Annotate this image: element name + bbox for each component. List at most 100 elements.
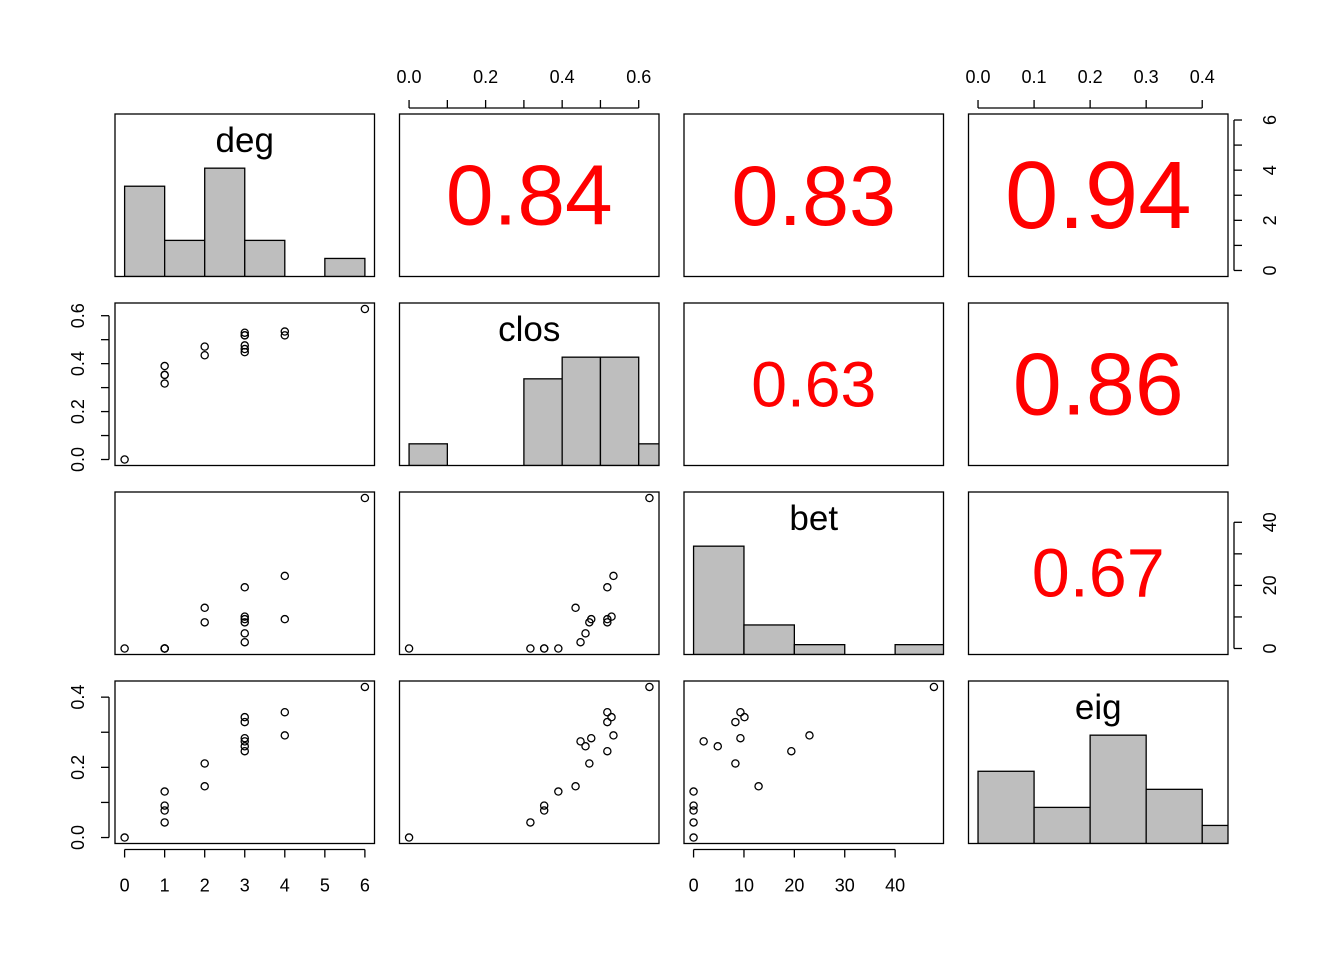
tick-label: 0.0 <box>68 447 88 472</box>
panel-frame <box>398 491 660 656</box>
point <box>240 331 249 340</box>
point <box>200 350 209 360</box>
correlation: 0.94 <box>1005 142 1192 249</box>
tick-label: 2 <box>1260 215 1280 225</box>
panel-frame <box>114 680 376 845</box>
point <box>689 806 698 815</box>
point <box>404 833 414 842</box>
point <box>240 717 249 727</box>
correlation: 0.63 <box>751 348 876 420</box>
point <box>280 331 290 340</box>
point <box>280 707 290 717</box>
tick-label: 0.2 <box>68 399 88 424</box>
point <box>585 759 594 768</box>
point <box>200 782 209 791</box>
point <box>120 644 129 653</box>
histogram-bar <box>599 356 640 466</box>
tick-label: 6 <box>360 876 370 896</box>
tick-label: 20 <box>1260 575 1280 595</box>
point <box>609 731 618 740</box>
panel <box>408 356 659 466</box>
point <box>160 644 169 653</box>
point <box>736 707 745 717</box>
tick-label: 0.0 <box>68 825 88 850</box>
point <box>280 571 290 581</box>
point <box>929 682 939 692</box>
point <box>713 742 723 751</box>
point <box>240 712 249 722</box>
panel <box>120 493 370 653</box>
point <box>731 759 740 768</box>
histogram-bar <box>692 545 745 655</box>
point <box>160 370 169 380</box>
point <box>689 801 698 810</box>
point <box>571 603 580 613</box>
histogram-bar <box>1033 806 1091 844</box>
tick-label: 0.0 <box>966 67 991 87</box>
tick-label: 0.2 <box>1078 67 1103 87</box>
tick-label: 0.3 <box>1134 67 1159 87</box>
point <box>571 782 580 791</box>
point <box>607 712 616 722</box>
point <box>240 612 249 621</box>
tick-label: 0 <box>1260 265 1280 275</box>
tick-label: 0 <box>1260 643 1280 653</box>
panel <box>689 682 939 842</box>
tick-label: 0.2 <box>473 67 498 87</box>
histogram-bar <box>408 443 448 466</box>
variable-name: deg <box>216 121 274 160</box>
tick-label: 4 <box>1260 165 1280 175</box>
point <box>581 629 590 638</box>
point <box>240 328 249 337</box>
point <box>603 746 612 756</box>
point <box>731 717 740 727</box>
tick-label: 0.4 <box>1190 67 1215 87</box>
panel-frame <box>114 491 376 656</box>
point <box>120 455 129 464</box>
point <box>805 731 814 740</box>
point <box>603 618 612 627</box>
point <box>280 731 290 740</box>
tick-label: 20 <box>784 876 804 896</box>
point <box>576 737 585 746</box>
point <box>160 361 169 371</box>
point <box>240 614 249 624</box>
point <box>240 347 249 357</box>
panel-frame <box>683 302 945 467</box>
point <box>404 644 414 653</box>
tick-label: 0.4 <box>550 67 575 87</box>
point <box>280 327 290 336</box>
point <box>160 801 169 810</box>
panel-frame <box>398 113 660 278</box>
point <box>240 629 249 638</box>
panel <box>977 734 1228 844</box>
point <box>539 644 549 653</box>
histogram-bar <box>123 185 166 277</box>
tick-label: 4 <box>280 876 290 896</box>
correlation: 0.86 <box>1013 335 1184 433</box>
point <box>554 644 563 653</box>
point <box>645 493 654 503</box>
point <box>689 787 698 796</box>
tick-label: 0 <box>689 876 699 896</box>
histogram-bar <box>561 356 602 466</box>
point <box>787 746 796 756</box>
point <box>587 733 596 743</box>
variable-name: eig <box>1075 688 1122 727</box>
tick-label: 0 <box>120 876 130 896</box>
histogram-bar <box>164 239 206 277</box>
histogram-bar <box>1089 734 1147 844</box>
point <box>160 818 169 827</box>
tick-label: 2 <box>200 876 210 896</box>
correlation: 0.83 <box>731 148 896 243</box>
point <box>360 304 370 314</box>
panel-frame <box>683 113 945 278</box>
panel-frame <box>114 302 376 467</box>
panel-frame <box>683 680 945 845</box>
panel <box>120 682 370 842</box>
panel-frame <box>398 302 660 467</box>
tick-label: 30 <box>835 876 855 896</box>
point <box>240 733 249 743</box>
point <box>160 787 169 796</box>
